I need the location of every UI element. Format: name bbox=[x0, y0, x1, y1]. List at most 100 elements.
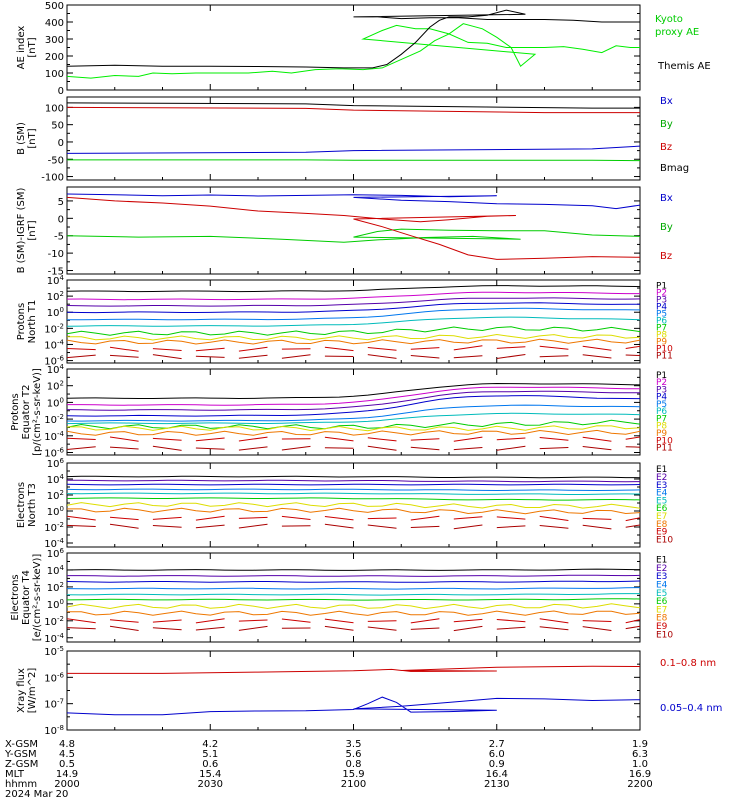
y-tick-label: 100 bbox=[47, 306, 64, 319]
y-axis-label-line: B (SM) bbox=[16, 122, 27, 155]
panel-xray: 10-5 10-6 10-7 10-8 Xray flux [W/m^2] bbox=[16, 645, 641, 737]
y-tick-label: 104 bbox=[47, 363, 65, 376]
legend-e7: E7 bbox=[656, 605, 667, 615]
legend-e8: E8 bbox=[656, 520, 668, 530]
legend-p1: P1 bbox=[656, 282, 667, 292]
y-axis-label-line: B (SM)-IGRF (SM) bbox=[16, 188, 27, 274]
y-axis-label-line: [nT] bbox=[27, 220, 38, 240]
channel-line-e7 bbox=[67, 502, 640, 509]
y-tick-label: 10-6 bbox=[44, 355, 64, 368]
legend-bigrf-by: By bbox=[660, 222, 673, 233]
y-tick-label: 10-4 bbox=[44, 537, 64, 550]
x-row-label: X-GSM bbox=[5, 739, 38, 750]
channel-line-e3 bbox=[67, 580, 640, 583]
legend-e2: E2 bbox=[656, 473, 667, 483]
legend-bsm-bz: Bz bbox=[660, 142, 672, 153]
panel-data bbox=[67, 475, 640, 530]
y-tick-label: -10 bbox=[48, 249, 64, 260]
legend-bsm-bx: Bx bbox=[660, 96, 673, 107]
panel-data bbox=[67, 285, 640, 360]
x-row-value: 2030 bbox=[198, 779, 223, 790]
y-tick-label: 104 bbox=[47, 274, 65, 287]
y-tick-label: 102 bbox=[47, 489, 64, 502]
channel-line-e2 bbox=[67, 479, 640, 483]
y-axis-label-line: [nT] bbox=[27, 128, 38, 148]
panel-frame bbox=[66, 186, 641, 275]
channel-line-p1 bbox=[67, 382, 640, 400]
panel-ae: 0 100 200 300 400 500 AE index [nT] bbox=[16, 1, 641, 97]
y-axis-label-line: North T1 bbox=[27, 300, 38, 344]
channel-line-p9 bbox=[67, 429, 640, 436]
legends: Kyoto proxy AE Themis AE Bx By Bz Bmag Bx By Bz 0.… bbox=[655, 14, 722, 714]
x-row-value: 2.7 bbox=[489, 739, 505, 750]
y-tick-label: 100 bbox=[45, 103, 64, 114]
channel-line-p3 bbox=[67, 390, 640, 411]
legend-e9: E9 bbox=[656, 622, 668, 632]
legend-p5: P5 bbox=[656, 400, 667, 410]
legend-p4: P4 bbox=[656, 303, 667, 313]
date-label: 2024 Mar 20 bbox=[5, 789, 68, 800]
legend-bsm-bmag: Bmag bbox=[660, 163, 689, 174]
y-axis-label: Xray flux [W/m^2] bbox=[16, 668, 38, 714]
x-row-label: MLT bbox=[5, 769, 25, 780]
legend-p9: P9 bbox=[656, 429, 667, 439]
legend-p3: P3 bbox=[656, 385, 667, 395]
channel-line-p10 bbox=[67, 436, 640, 442]
legend-e7: E7 bbox=[656, 512, 667, 522]
y-tick-label: 106 bbox=[47, 457, 65, 470]
y-tick-label: 100 bbox=[47, 396, 64, 409]
y-axis-label: Protons North T1 bbox=[16, 300, 38, 344]
y-tick-label: 10-6 bbox=[44, 446, 64, 459]
series-line-by bbox=[67, 228, 640, 243]
legend-p7: P7 bbox=[656, 324, 667, 334]
x-row-value: 15.9 bbox=[342, 769, 364, 780]
y-tick-label: 10-2 bbox=[44, 413, 64, 426]
y-axis-label-line: Electrons bbox=[10, 574, 21, 620]
panel-data bbox=[67, 382, 640, 451]
x-row-value: 5.1 bbox=[202, 749, 218, 760]
panel-data bbox=[67, 568, 640, 632]
legend-p6: P6 bbox=[656, 407, 667, 417]
x-row-value: 0.9 bbox=[489, 759, 505, 770]
y-tick-label: -5 bbox=[54, 232, 64, 243]
legend-p9: P9 bbox=[656, 338, 667, 348]
legend-xray-long: 0.1–0.8 nm bbox=[660, 658, 716, 669]
x-row-value: 4.8 bbox=[59, 739, 75, 750]
channel-line-e7 bbox=[67, 603, 640, 610]
y-tick-label: 102 bbox=[47, 581, 64, 594]
y-tick-label: 10-4 bbox=[44, 632, 64, 645]
legend-bsm-by: By bbox=[660, 119, 673, 130]
y-tick-label: 0 bbox=[58, 86, 64, 97]
y-axis-label: Electrons Equator T4 [e/(cm²-s-sr-keV)] bbox=[10, 554, 43, 642]
x-row-value: 4.2 bbox=[202, 739, 218, 750]
legend-proxy-ae: proxy AE bbox=[655, 27, 699, 38]
y-tick-label: 10-6 bbox=[44, 671, 64, 684]
x-row-value: 16.9 bbox=[629, 769, 651, 780]
y-tick-label: 10-7 bbox=[44, 698, 64, 711]
y-tick-label: 100 bbox=[47, 505, 64, 518]
x-row-value: 2100 bbox=[341, 779, 366, 790]
channel-line-e5 bbox=[67, 593, 640, 596]
x-row-value: 16.4 bbox=[486, 769, 508, 780]
channel-line-e10 bbox=[67, 523, 640, 530]
y-axis-label-line: Electrons bbox=[16, 482, 27, 528]
series-line-bx bbox=[67, 193, 640, 210]
series-line-bx bbox=[67, 145, 640, 154]
y-axis-label-line: [W/m^2] bbox=[27, 668, 38, 714]
legend-p11: P11 bbox=[656, 352, 673, 362]
x-row-value: 0.8 bbox=[346, 759, 362, 770]
legend-e8: E8 bbox=[656, 614, 668, 624]
legend-e10: E10 bbox=[656, 535, 673, 545]
legend-p2: P2 bbox=[656, 378, 667, 388]
x-row-value: 6.0 bbox=[489, 749, 505, 760]
channel-line-p9 bbox=[67, 338, 640, 345]
legend-e1: E1 bbox=[656, 465, 667, 475]
legend-p8: P8 bbox=[656, 422, 667, 432]
y-tick-label: 10-2 bbox=[44, 615, 64, 628]
y-axis-label-line: Protons bbox=[16, 303, 27, 340]
y-tick-label: -15 bbox=[48, 267, 64, 278]
legend-e9: E9 bbox=[656, 528, 668, 538]
y-tick-label: 0 bbox=[58, 214, 64, 225]
legend-p4: P4 bbox=[656, 393, 667, 403]
